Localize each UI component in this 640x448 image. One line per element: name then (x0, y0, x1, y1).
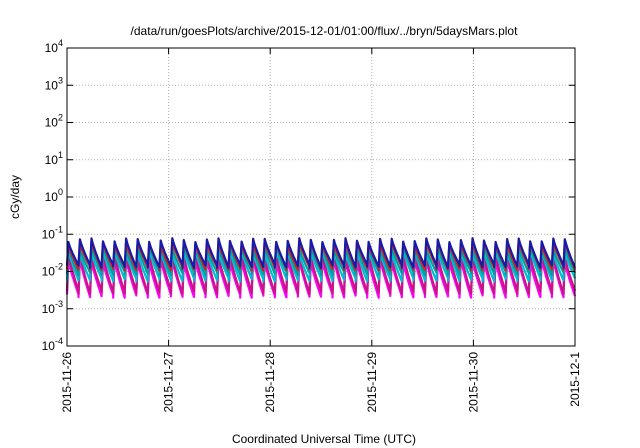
y-axis-title: cGy/day (8, 175, 22, 219)
y-tick-label: 101 (45, 150, 63, 167)
chart-title: /data/run/goesPlots/archive/2015-12-01/0… (131, 24, 519, 38)
x-tick-label: 2015-11-28 (263, 352, 277, 413)
x-tick-label: 2015-11-26 (60, 352, 74, 413)
x-tick-label: 2015-12-1 (568, 352, 582, 407)
series-line (65, 237, 577, 269)
y-tick-label: 10-4 (42, 336, 63, 353)
x-tick-label: 2015-11-29 (365, 352, 379, 413)
x-tick-label: 2015-11-30 (466, 352, 480, 413)
series-line (65, 248, 577, 283)
series-line (65, 251, 577, 295)
series-layer (65, 237, 577, 299)
plot-frame (66, 47, 576, 347)
y-tick-label: 10-3 (42, 299, 63, 316)
series-line (65, 244, 577, 276)
y-axis: 10-4 10-3 10-2 10-1 100 101 102 103 104 (42, 38, 575, 353)
y-tick-label: 104 (45, 38, 63, 55)
y-tick-label: 102 (45, 113, 63, 130)
x-axis: 2015-11-26 2015-11-27 2015-11-28 2015-11-29… (60, 48, 582, 413)
y-tick-label: 100 (45, 187, 63, 204)
y-tick-label: 103 (45, 75, 63, 92)
y-tick-label: 10-2 (42, 262, 63, 279)
x-axis-title: Coordinated Universal Time (UTC) (232, 432, 416, 446)
x-tick-label: 2015-11-27 (162, 352, 176, 413)
y-tick-label: 10-1 (42, 224, 63, 241)
grid-lines (67, 48, 575, 346)
